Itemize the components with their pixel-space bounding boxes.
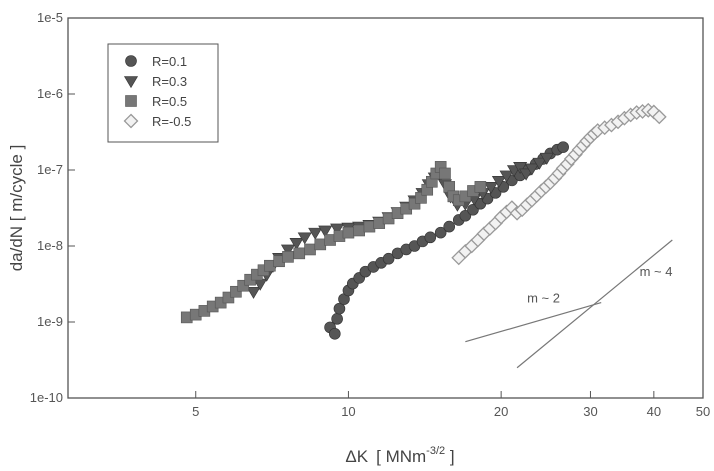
data-point xyxy=(237,279,249,292)
series-r-0-5 xyxy=(180,161,487,324)
data-point xyxy=(532,157,547,170)
x-axis-title-unit: MNm xyxy=(386,447,427,466)
y-axis-title: da/dN [ m/cycle ] xyxy=(7,145,26,272)
data-series xyxy=(180,102,667,340)
legend-label: R=0.3 xyxy=(152,74,187,89)
data-point xyxy=(331,313,343,325)
y-tick-label: 1e-7 xyxy=(37,162,63,177)
data-point xyxy=(424,231,437,244)
data-point xyxy=(353,224,365,237)
legend-label: R=0.5 xyxy=(152,94,187,109)
y-tick-label: 1e-10 xyxy=(30,390,63,405)
y-tick-label: 1e-9 xyxy=(37,314,63,329)
data-point xyxy=(289,238,304,250)
data-point xyxy=(415,192,427,204)
data-point xyxy=(230,285,242,298)
x-axis-title-unit-exponent: -3/2 xyxy=(426,445,445,457)
legend-marker xyxy=(125,55,137,67)
y-tick-label: 1e-5 xyxy=(37,10,63,25)
data-point xyxy=(246,286,261,299)
legend: R=0.1 R=0.3 R=0.5 R=-0.5 xyxy=(107,43,219,143)
legend-marker xyxy=(125,95,137,107)
data-point xyxy=(293,247,306,260)
data-point xyxy=(539,152,554,165)
y-tick-label: 1e-6 xyxy=(37,86,63,101)
data-point xyxy=(280,244,296,257)
data-point xyxy=(434,226,447,239)
data-point xyxy=(491,176,506,188)
x-axis-title-symbol: ΔK xyxy=(345,447,368,466)
legend-label: R=-0.5 xyxy=(152,114,191,129)
data-point xyxy=(519,168,534,181)
data-point xyxy=(443,220,456,233)
x-axis-title-bracket-close: ] xyxy=(445,447,454,466)
data-point xyxy=(297,232,312,245)
x-axis-title: ΔK [ MNm-3/2 ] xyxy=(345,445,454,466)
data-point xyxy=(329,327,341,340)
x-tick-label: 50 xyxy=(696,404,710,419)
data-point xyxy=(314,238,327,251)
slope-label: m ~ 2 xyxy=(527,291,560,306)
y-tick-label: 1e-8 xyxy=(37,238,63,253)
data-point xyxy=(330,223,345,236)
data-point xyxy=(282,251,294,263)
plot-area-frame xyxy=(67,17,704,399)
x-tick-label: 10 xyxy=(341,404,355,419)
data-point xyxy=(513,162,528,174)
axis-ticks: 1e-10 1e-9 1e-8 1e-7 1e-6 1e-5 5 10 20 30 40 50 xyxy=(30,10,710,419)
x-axis-title-bracket-open: [ xyxy=(376,447,385,466)
data-point xyxy=(474,181,487,193)
data-point xyxy=(439,167,451,180)
slope-label: m ~ 4 xyxy=(640,264,673,279)
legend-marker xyxy=(123,76,139,89)
x-tick-label: 30 xyxy=(583,404,597,419)
x-tick-label: 40 xyxy=(647,404,661,419)
series-r-0-3 xyxy=(246,152,554,299)
x-tick-label: 20 xyxy=(494,404,508,419)
slope-annotations: m ~ 2 m ~ 4 xyxy=(465,239,673,369)
data-point xyxy=(308,227,323,240)
data-point xyxy=(483,182,499,194)
data-point xyxy=(499,170,514,183)
data-point xyxy=(318,225,333,238)
slope-line xyxy=(465,302,602,343)
data-point xyxy=(333,302,346,315)
legend-marker xyxy=(123,113,139,129)
data-point xyxy=(651,109,667,125)
x-tick-label: 5 xyxy=(192,404,199,419)
series-r-0-5 xyxy=(451,102,667,266)
data-point xyxy=(382,252,395,265)
data-point xyxy=(342,226,355,239)
slope-line xyxy=(516,239,673,369)
data-point xyxy=(557,141,569,153)
data-point xyxy=(524,163,539,176)
data-point xyxy=(408,197,421,210)
data-point xyxy=(304,243,316,256)
data-point xyxy=(363,220,376,233)
legend-label: R=0.1 xyxy=(152,54,187,69)
